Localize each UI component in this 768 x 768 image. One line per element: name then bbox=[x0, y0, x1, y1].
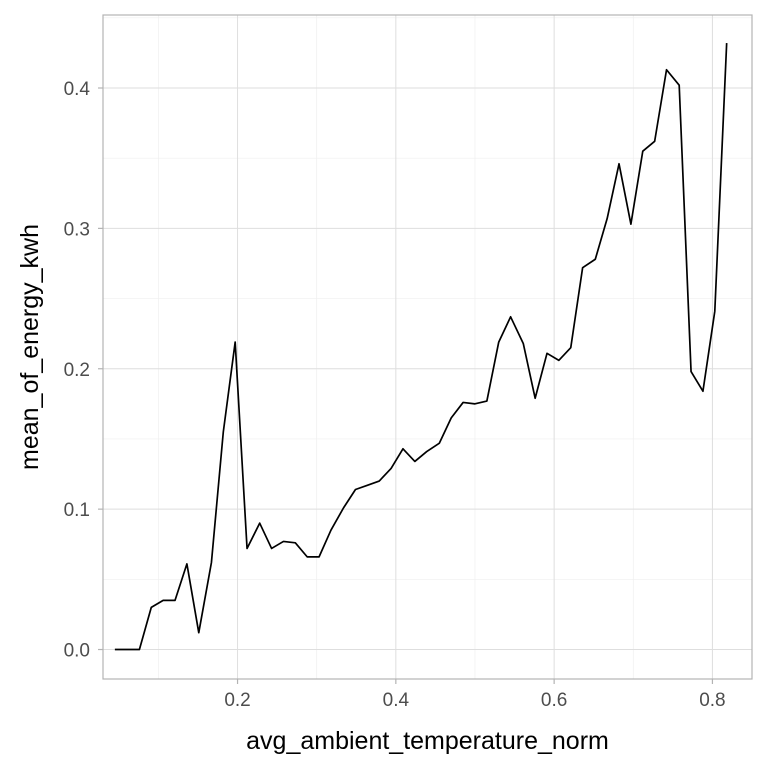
y-axis-title: mean_of_energy_kwh bbox=[16, 224, 44, 470]
x-tick-label: 0.6 bbox=[541, 690, 567, 711]
y-tick-label: 0.4 bbox=[64, 79, 91, 100]
y-axis-ticks: 0.0 0.1 0.2 0.3 0.4 bbox=[64, 79, 103, 662]
plot-panel-border bbox=[102, 14, 753, 680]
series-layer bbox=[114, 43, 728, 651]
x-tick-label: 0.2 bbox=[224, 690, 250, 711]
series-line bbox=[114, 43, 728, 651]
y-tick-label: 0.1 bbox=[64, 500, 90, 521]
x-tick-label: 0.4 bbox=[383, 690, 410, 711]
y-tick-label: 0.2 bbox=[64, 360, 90, 381]
grid-lines bbox=[103, 15, 752, 679]
x-axis-title: avg_ambient_temperature_norm bbox=[246, 727, 609, 755]
x-tick-label: 0.8 bbox=[699, 690, 725, 711]
y-tick-label: 0.0 bbox=[64, 641, 90, 662]
x-axis-ticks: 0.2 0.4 0.6 0.8 bbox=[224, 679, 726, 711]
y-tick-label: 0.3 bbox=[64, 219, 90, 240]
